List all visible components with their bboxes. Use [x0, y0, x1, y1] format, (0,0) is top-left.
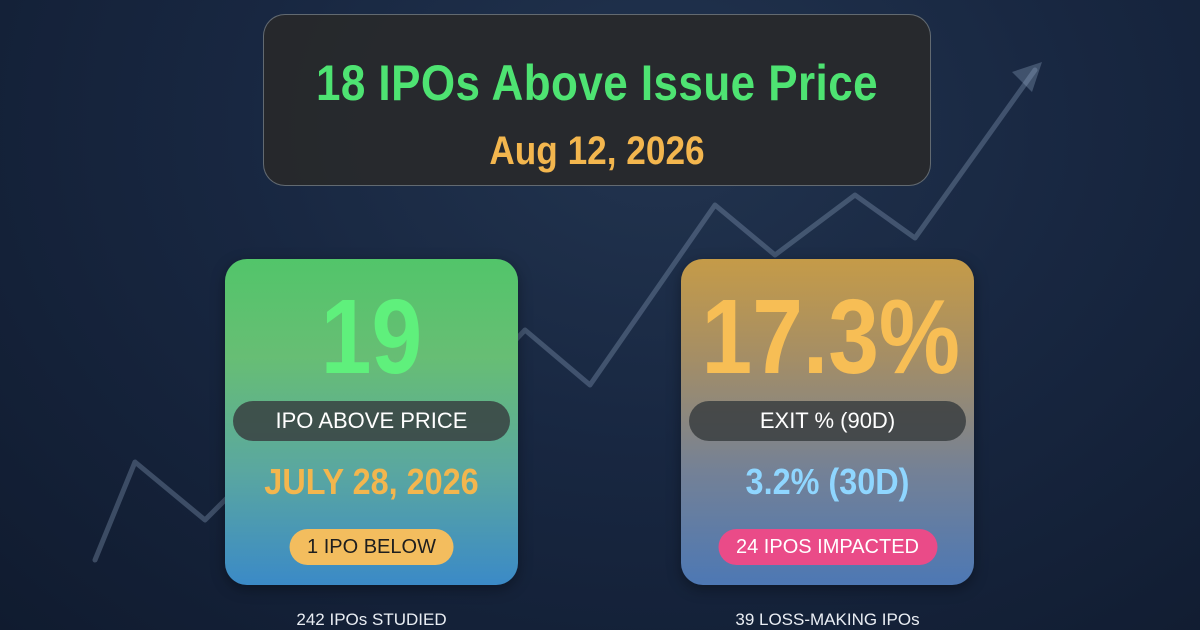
stat-card-exit-percent: 17.3% EXIT % (90D) 3.2% (30D) 24 IPOS IM… [681, 259, 974, 585]
stat-value: 19 [320, 278, 423, 396]
stat-card-ipo-above-price: 19 IPO ABOVE PRICE JULY 28, 2026 1 IPO B… [225, 259, 518, 585]
stat-badge: 1 IPO BELOW [289, 529, 454, 565]
footnote-loss-making-ipos: 39 LOSS-MAKING IPOs [735, 610, 920, 629]
footnote-ipos-studied: 242 IPOs STUDIED [296, 610, 447, 629]
stat-value: 17.3% [701, 278, 960, 396]
stat-badge: 24 IPOS IMPACTED [717, 529, 938, 565]
stat-subvalue: 3.2% (30D) [745, 461, 910, 502]
page-title: 18 IPOs Above Issue Price [315, 55, 879, 111]
stat-label: EXIT % (90D) [689, 401, 966, 441]
stat-label: IPO ABOVE PRICE [233, 401, 510, 441]
page-date: Aug 12, 2026 [489, 129, 705, 173]
header-banner: 18 IPOs Above Issue Price Aug 12, 2026 [263, 14, 931, 186]
stat-subvalue: JULY 28, 2026 [264, 461, 479, 502]
